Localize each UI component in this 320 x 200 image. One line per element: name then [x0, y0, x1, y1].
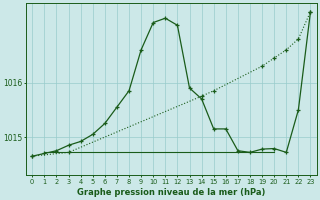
X-axis label: Graphe pression niveau de la mer (hPa): Graphe pression niveau de la mer (hPa): [77, 188, 266, 197]
